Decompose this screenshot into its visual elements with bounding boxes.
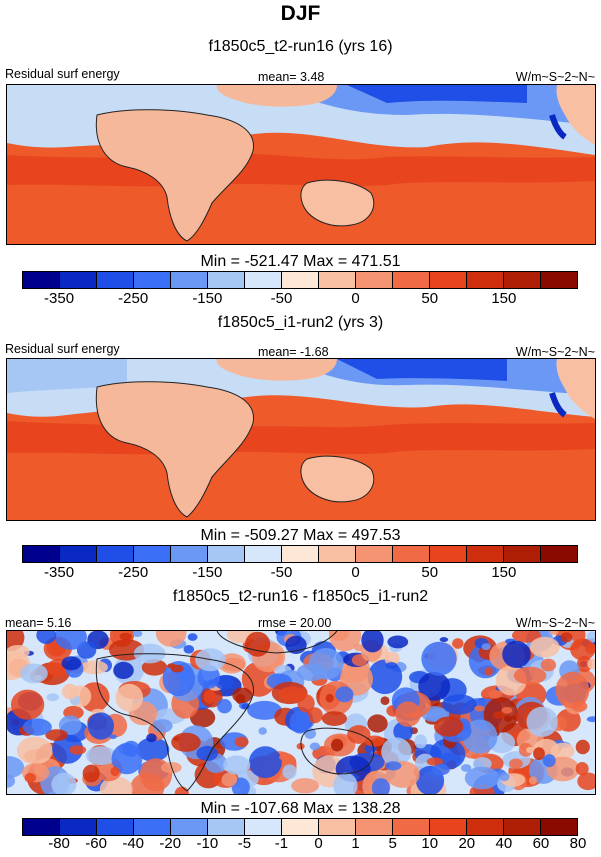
colorbar-swatch <box>23 546 60 562</box>
colorbar-swatch <box>60 546 97 562</box>
panel-2-minmax: Min = -509.27 Max = 497.53 <box>200 527 401 544</box>
panel-3-right-label: W/m~S~2~N~ <box>515 616 595 630</box>
colorbar-swatch <box>430 819 467 835</box>
colorbar-tick-label: 0 <box>351 290 360 307</box>
colorbar-tick-label: -20 <box>159 835 182 852</box>
panel-3-colorbar-labels: -80 -60 -40 -20 -10 -5 -1 0 1 5 10 20 40 60 80 <box>0 835 601 855</box>
colorbar-swatch <box>23 272 60 288</box>
colorbar-tick-label: -250 <box>118 564 149 581</box>
panel-3-map <box>6 630 596 795</box>
colorbar-swatch <box>541 819 577 835</box>
colorbar-swatch <box>356 272 393 288</box>
colorbar-swatch <box>60 272 97 288</box>
colorbar-swatch <box>430 546 467 562</box>
colorbar-tick-label: -40 <box>122 835 145 852</box>
colorbar-tick-label: -60 <box>85 835 107 852</box>
colorbar-swatch <box>282 819 319 835</box>
colorbar-swatch <box>60 819 97 835</box>
panel-1-colorbar <box>22 271 578 289</box>
panel-3-minmax: Min = -107.68 Max = 138.28 <box>200 800 401 817</box>
panel-1-title: f1850c5_t2-run16 (yrs 16) <box>208 38 393 55</box>
colorbar-swatch <box>356 819 393 835</box>
panel-1-colorbar-labels: -350 -250 -150 -50 0 50 150 <box>0 290 601 310</box>
panel-1-left-label: Residual surf energy <box>5 67 120 81</box>
colorbar-tick-label: 0 <box>314 835 323 852</box>
colorbar-swatch <box>319 272 356 288</box>
colorbar-swatch <box>282 546 319 562</box>
colorbar-swatch <box>97 546 134 562</box>
colorbar-swatch <box>134 546 171 562</box>
colorbar-tick-label: 20 <box>458 835 476 852</box>
panel-1-center-label: mean= 3.48 <box>258 70 325 84</box>
colorbar-tick-label: 150 <box>491 564 517 581</box>
panel-2-colorbar <box>22 545 578 563</box>
colorbar-swatch <box>430 272 467 288</box>
colorbar-tick-label: 1 <box>351 835 360 852</box>
panel-2-map <box>6 358 596 521</box>
colorbar-tick-label: 40 <box>495 835 513 852</box>
colorbar-swatch <box>393 819 430 835</box>
colorbar-swatch <box>467 819 504 835</box>
colorbar-tick-label: 80 <box>569 835 587 852</box>
colorbar-swatch <box>171 546 208 562</box>
panel-2-center-label: mean= -1.68 <box>258 345 329 359</box>
colorbar-tick-label: -1 <box>274 835 289 852</box>
colorbar-tick-label: 50 <box>421 564 439 581</box>
colorbar-swatch <box>393 272 430 288</box>
colorbar-tick-label: -50 <box>270 290 293 307</box>
colorbar-tick-label: -80 <box>48 835 70 852</box>
colorbar-tick-label: 10 <box>421 835 439 852</box>
colorbar-tick-label: -10 <box>196 835 219 852</box>
colorbar-tick-label: -50 <box>270 564 293 581</box>
panel-2-left-label: Residual surf energy <box>5 342 120 356</box>
colorbar-swatch <box>134 819 171 835</box>
panel-2-colorbar-labels: -350 -250 -150 -50 0 50 150 <box>0 564 601 584</box>
colorbar-swatch <box>23 819 60 835</box>
panel-1-minmax: Min = -521.47 Max = 471.51 <box>200 253 401 270</box>
colorbar-swatch <box>541 272 577 288</box>
colorbar-tick-label: -150 <box>192 290 223 307</box>
colorbar-swatch <box>356 546 393 562</box>
panel-3-center-label: rmse = 20.00 <box>258 616 332 630</box>
colorbar-tick-label: 0 <box>351 564 360 581</box>
colorbar-swatch <box>245 272 282 288</box>
colorbar-tick-label: -350 <box>44 564 75 581</box>
colorbar-swatch <box>208 546 245 562</box>
colorbar-swatch <box>504 546 541 562</box>
colorbar-swatch <box>541 546 577 562</box>
colorbar-tick-label: -150 <box>192 564 223 581</box>
panel-3-colorbar <box>22 818 578 836</box>
colorbar-swatch <box>467 546 504 562</box>
figure-title: DJF <box>280 2 321 25</box>
colorbar-swatch <box>208 819 245 835</box>
colorbar-swatch <box>467 272 504 288</box>
colorbar-swatch <box>171 819 208 835</box>
colorbar-tick-label: 50 <box>421 290 439 307</box>
colorbar-swatch <box>208 272 245 288</box>
colorbar-swatch <box>97 272 134 288</box>
colorbar-swatch <box>319 546 356 562</box>
colorbar-swatch <box>393 546 430 562</box>
colorbar-swatch <box>245 546 282 562</box>
colorbar-swatch <box>245 819 282 835</box>
colorbar-swatch <box>504 272 541 288</box>
colorbar-tick-label: 150 <box>491 290 517 307</box>
colorbar-swatch <box>171 272 208 288</box>
colorbar-swatch <box>319 819 356 835</box>
panel-3-left-label: mean= 5.16 <box>5 616 72 630</box>
colorbar-tick-label: 5 <box>388 835 397 852</box>
colorbar-swatch <box>282 272 319 288</box>
panel-1-map <box>6 84 596 245</box>
colorbar-tick-label: 60 <box>532 835 550 852</box>
panel-1-right-label: W/m~S~2~N~ <box>515 70 595 84</box>
panel-2-right-label: W/m~S~2~N~ <box>515 345 595 359</box>
colorbar-tick-label: -250 <box>118 290 149 307</box>
colorbar-tick-label: -5 <box>237 835 252 852</box>
panel-2-title: f1850c5_i1-run2 (yrs 3) <box>217 314 384 331</box>
panel-3-title: f1850c5_t2-run16 - f1850c5_i1-run2 <box>172 588 429 605</box>
colorbar-swatch <box>97 819 134 835</box>
colorbar-swatch <box>134 272 171 288</box>
colorbar-swatch <box>504 819 541 835</box>
colorbar-tick-label: -350 <box>44 290 75 307</box>
